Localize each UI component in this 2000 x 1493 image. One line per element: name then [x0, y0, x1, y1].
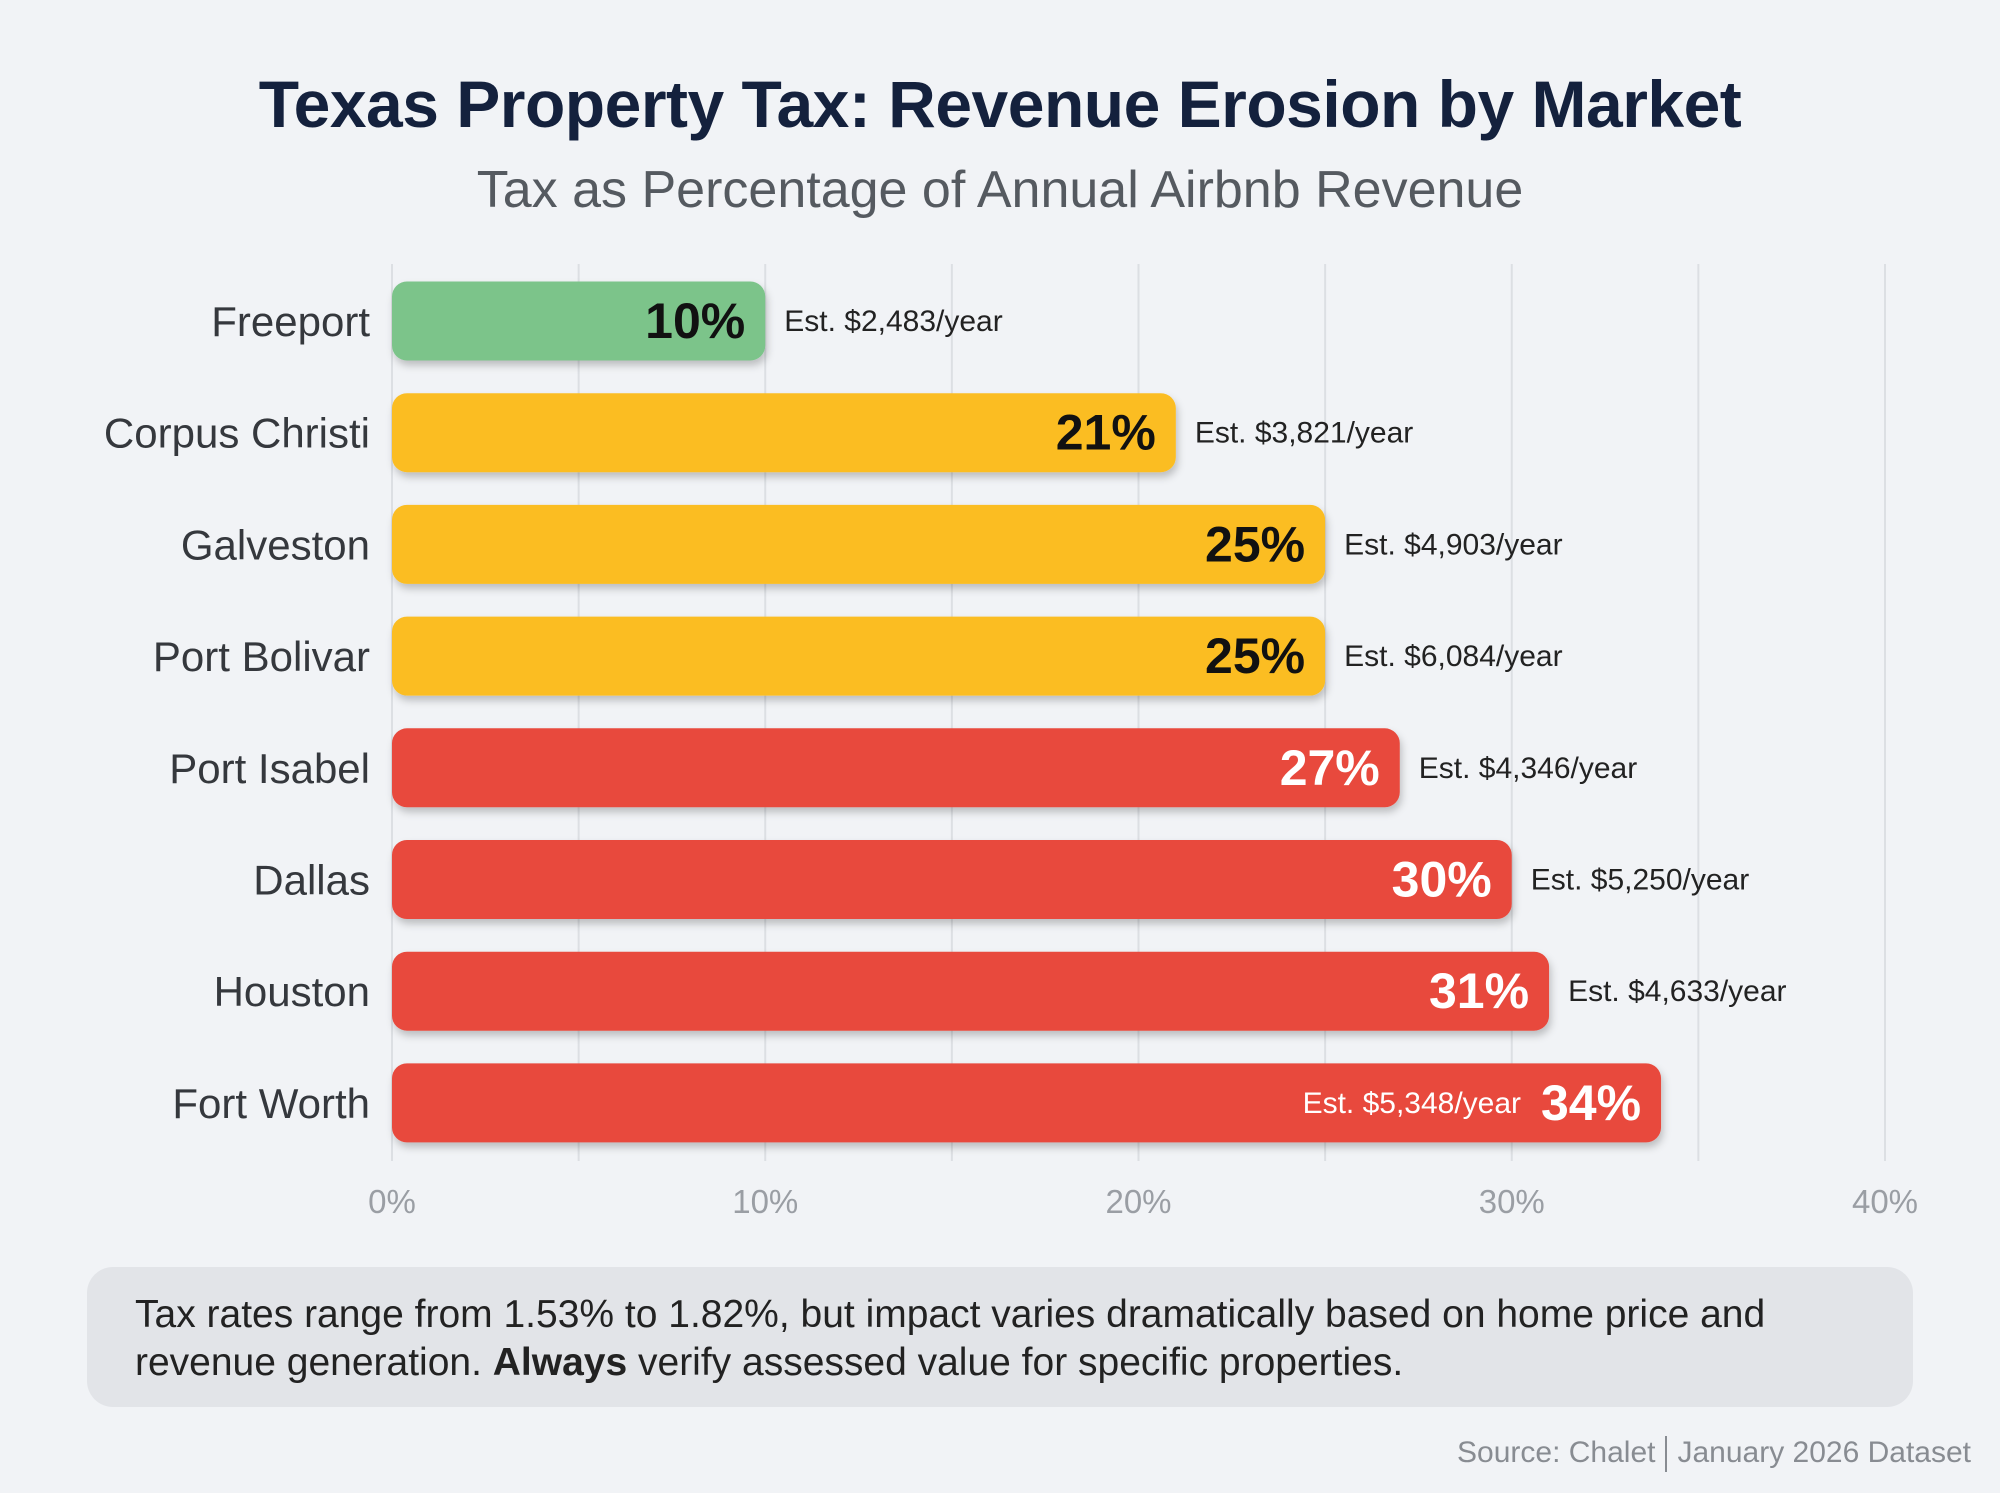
- annotation-label: Est. $5,348/year: [1303, 1087, 1521, 1120]
- value-label: 10%: [645, 293, 745, 349]
- annotation-label: Est. $5,250/year: [1531, 864, 1749, 897]
- bars: Freeport 10% Est. $2,483/year Corpus Christ…: [104, 281, 1787, 1143]
- category-label: Port Bolivar: [153, 633, 370, 680]
- bar: [392, 393, 1176, 473]
- bar: [392, 616, 1326, 696]
- category-label: Corpus Christi: [104, 410, 370, 457]
- annotation-label: Est. $4,633/year: [1568, 975, 1786, 1008]
- category-label: Port Isabel: [169, 745, 370, 792]
- value-label: 31%: [1429, 963, 1529, 1019]
- x-tick-label: 10%: [732, 1183, 798, 1220]
- value-label: 25%: [1205, 516, 1305, 572]
- note-bold: Always: [492, 1341, 628, 1384]
- bar-chart: Freeport 10% Est. $2,483/year Corpus Christ…: [104, 264, 1918, 1220]
- category-label: Dallas: [253, 857, 370, 904]
- x-tick-label: 20%: [1105, 1183, 1171, 1220]
- annotation-label: Est. $3,821/year: [1195, 417, 1413, 450]
- x-tick-label: 0%: [368, 1183, 416, 1220]
- category-label: Fort Worth: [172, 1080, 370, 1127]
- value-label: 27%: [1280, 740, 1380, 796]
- source-line: Source: Chalet January 2026 Dataset: [1457, 1436, 1971, 1473]
- bar: [392, 1063, 1662, 1143]
- chart-subtitle: Tax as Percentage of Annual Airbnb Reven…: [476, 161, 1524, 219]
- x-tick-label: 30%: [1479, 1183, 1545, 1220]
- value-label: 34%: [1541, 1075, 1641, 1131]
- category-label: Freeport: [211, 298, 370, 345]
- x-axis-ticks: 0% 10% 20% 30% 40%: [368, 1183, 1918, 1220]
- bar: [392, 840, 1512, 919]
- bar: [392, 951, 1550, 1031]
- annotation-label: Est. $6,084/year: [1344, 640, 1562, 673]
- note-box: Tax rates range from 1.53% to 1.82%, but…: [87, 1267, 1913, 1407]
- source-label: Source: Chalet: [1457, 1436, 1656, 1469]
- note-text-end: verify assessed value for specific prope…: [627, 1341, 1404, 1384]
- value-label: 30%: [1392, 852, 1492, 908]
- bar: [392, 281, 766, 361]
- annotation-label: Est. $4,903/year: [1344, 528, 1562, 561]
- separator: [1665, 1436, 1668, 1473]
- note-text: Tax rates range from 1.53% to 1.82%, but…: [135, 1293, 1766, 1384]
- value-label: 21%: [1056, 405, 1156, 461]
- chart-title: Texas Property Tax: Revenue Erosion by M…: [258, 67, 1742, 141]
- annotation-label: Est. $4,346/year: [1419, 752, 1637, 785]
- value-label: 25%: [1205, 628, 1305, 684]
- category-label: Galveston: [181, 521, 370, 568]
- x-tick-label: 40%: [1852, 1183, 1918, 1220]
- bar: [392, 728, 1400, 808]
- category-label: Houston: [214, 968, 370, 1015]
- bar: [392, 504, 1326, 584]
- annotation-label: Est. $2,483/year: [784, 305, 1002, 338]
- dataset-label: January 2026 Dataset: [1677, 1436, 1971, 1469]
